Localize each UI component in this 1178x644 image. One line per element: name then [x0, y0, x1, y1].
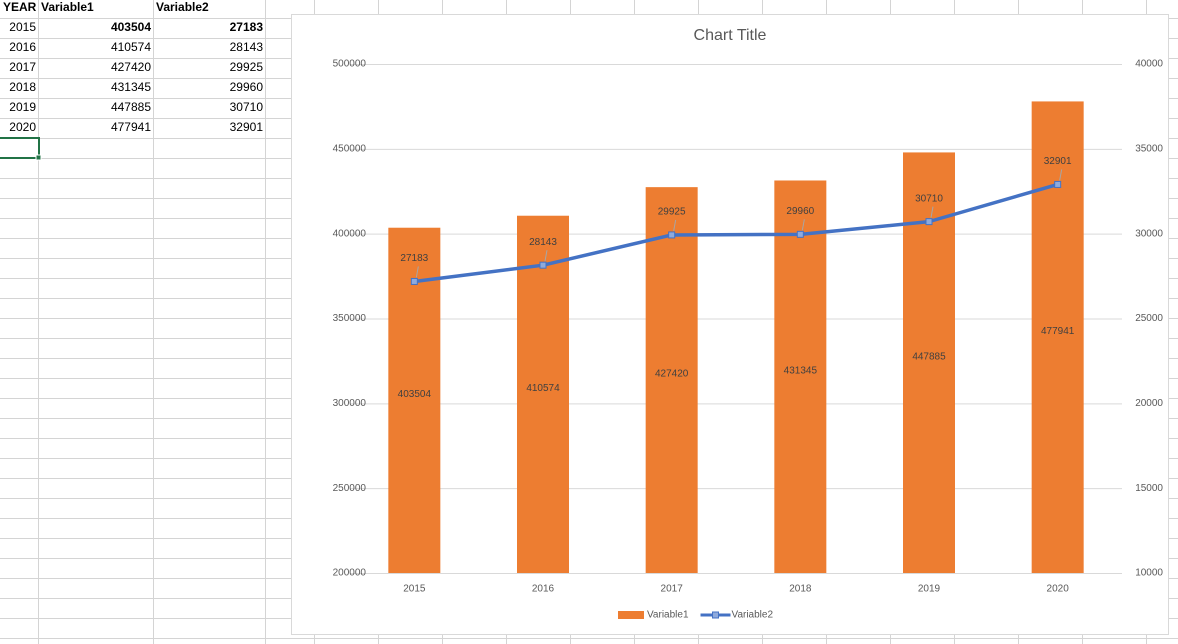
- y2-tick-label: 10000: [1135, 568, 1163, 579]
- leader-line: [1059, 169, 1063, 181]
- cell: 2020: [9, 120, 36, 134]
- y2-tick-label: 35000: [1135, 143, 1163, 154]
- data-label: 27183: [400, 253, 428, 264]
- cell: 2018: [9, 80, 36, 94]
- sheet-cells: YEAR Variable1 Variable2 2015 403504 27183 201…: [3, 0, 263, 134]
- legend-label: Variable1: [647, 610, 689, 621]
- line-marker: [539, 261, 547, 269]
- line-marker: [925, 218, 933, 226]
- cell: 28143: [230, 40, 264, 54]
- bar: [517, 215, 569, 573]
- x-tick-label: 2018: [789, 584, 812, 595]
- cell: 431345: [111, 80, 151, 94]
- header-cell: YEAR: [3, 0, 37, 14]
- data-label: 30710: [915, 193, 943, 204]
- data-label: 29960: [786, 206, 814, 217]
- bar: [1031, 101, 1084, 574]
- legend-swatch: [618, 611, 644, 619]
- leader-line: [673, 219, 677, 232]
- y-tick-label: 500000: [333, 59, 367, 70]
- x-tick-label: 2020: [1047, 584, 1070, 595]
- y2-tick-label: 30000: [1135, 228, 1163, 239]
- cell: 2019: [9, 100, 36, 114]
- line-marker: [668, 231, 676, 239]
- y2-tick-label: 25000: [1135, 313, 1163, 324]
- cell: 29960: [230, 80, 264, 94]
- y-tick-label: 400000: [333, 228, 367, 239]
- header-cell: Variable2: [156, 0, 209, 14]
- fill-handle[interactable]: [35, 154, 42, 161]
- cell: 2015: [9, 20, 36, 34]
- cell: 27183: [230, 20, 264, 34]
- data-label: 431345: [784, 365, 818, 376]
- selected-cell[interactable]: [0, 137, 40, 159]
- x-tick-label: 2019: [918, 584, 941, 595]
- line-marker: [796, 230, 804, 238]
- line-marker: [410, 277, 418, 285]
- y-tick-label: 350000: [333, 313, 367, 324]
- bar: [774, 180, 827, 573]
- y2-tick-label: 15000: [1135, 483, 1163, 494]
- leader-line: [415, 266, 419, 278]
- y-tick-label: 200000: [333, 568, 367, 579]
- y2-tick-label: 40000: [1135, 59, 1163, 70]
- y-tick-label: 450000: [333, 143, 367, 154]
- cell: 447885: [111, 100, 151, 114]
- chart-title: Chart Title: [694, 27, 767, 44]
- leader-line: [930, 206, 934, 218]
- legend-swatch-marker: [712, 611, 720, 619]
- cell: 2016: [9, 40, 36, 54]
- cell: 30710: [230, 100, 264, 114]
- x-tick-label: 2017: [661, 584, 684, 595]
- cell: 32901: [230, 120, 264, 134]
- data-label: 29925: [658, 207, 686, 218]
- cell: 477941: [111, 120, 151, 134]
- header-cell: Variable1: [41, 0, 94, 14]
- data-label: 477941: [1041, 326, 1075, 337]
- leader-line: [544, 250, 548, 262]
- data-label: 427420: [655, 369, 689, 380]
- line-marker: [1054, 180, 1062, 188]
- cell: 410574: [111, 40, 151, 54]
- cell: 2017: [9, 60, 36, 74]
- data-label: 32901: [1044, 156, 1072, 167]
- bar: [388, 227, 441, 573]
- x-tick-label: 2015: [403, 584, 426, 595]
- y2-tick-label: 20000: [1135, 398, 1163, 409]
- cell: 427420: [111, 60, 151, 74]
- y-tick-label: 250000: [333, 483, 367, 494]
- y-tick-label: 300000: [333, 398, 367, 409]
- data-label: 28143: [529, 237, 557, 248]
- cell: 403504: [111, 20, 151, 34]
- bar: [645, 187, 698, 573]
- cell: 29925: [230, 60, 264, 74]
- data-label: 447885: [912, 351, 946, 362]
- data-label: 403504: [398, 389, 432, 400]
- data-label: 410574: [526, 383, 560, 394]
- leader-line: [801, 219, 805, 231]
- x-tick-label: 2016: [532, 584, 555, 595]
- line: [414, 182, 1059, 284]
- legend-label: Variable2: [732, 610, 774, 621]
- chart: 200000 250000 300000 350000 400000 450000 5000…: [333, 59, 1164, 621]
